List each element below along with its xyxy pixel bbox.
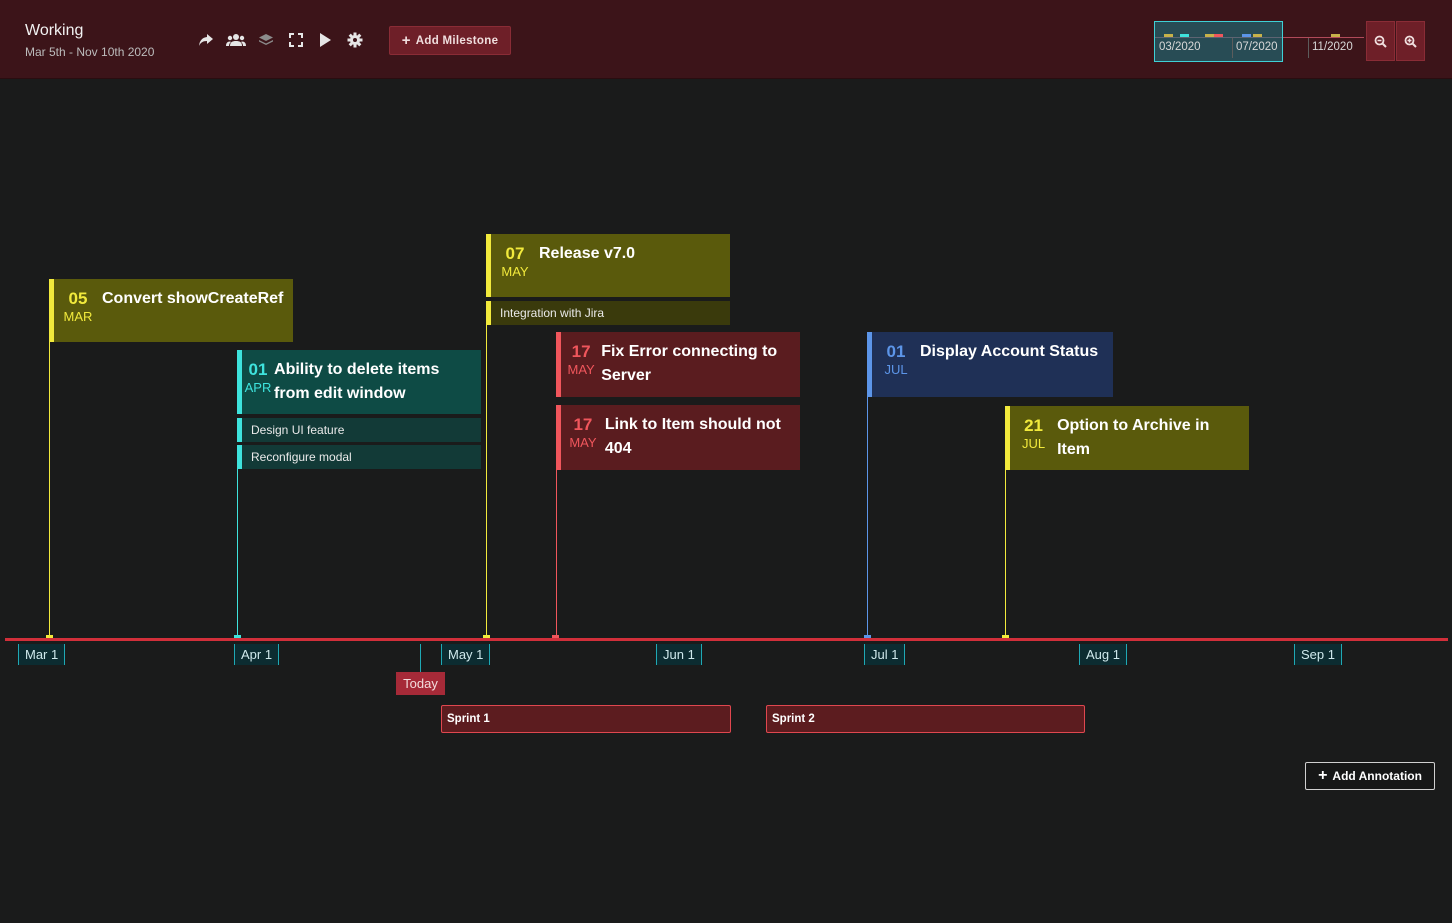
milestone-stem (867, 396, 868, 638)
milestone-month: JUL (884, 362, 908, 377)
plus-icon: + (401, 32, 411, 49)
milestone-date: 17 MAY (561, 332, 601, 397)
milestone-month: JUL (1021, 436, 1046, 451)
month-label: Mar 1 (18, 644, 66, 665)
milestone-month: MAY (567, 362, 595, 377)
milestone-month: MAR (63, 309, 93, 324)
minimap-marker (1253, 34, 1262, 37)
minimap-marker (1331, 34, 1340, 37)
milestone-card[interactable]: 21 JUL Option to Archive in Item (1005, 406, 1249, 470)
milestone-subitem[interactable]: Integration with Jira (486, 301, 730, 325)
milestone-date: 21 JUL (1010, 406, 1057, 470)
milestone-day: 17 (571, 342, 591, 361)
month-label: Aug 1 (1079, 644, 1127, 665)
milestone-marker[interactable] (1002, 635, 1009, 640)
milestone-stem (486, 322, 487, 638)
minimap-label: 03/2020 (1159, 41, 1201, 53)
minimap-marker (1214, 34, 1223, 37)
fullscreen-icon[interactable] (284, 28, 308, 52)
milestone-marker[interactable] (864, 635, 871, 640)
milestone-date: 01 APR (242, 350, 274, 414)
milestone-marker[interactable] (483, 635, 490, 640)
milestone-stem (49, 340, 50, 638)
milestone-date: 05 MAR (54, 279, 102, 342)
milestone-month: APR (244, 380, 272, 395)
minimap-marker (1242, 34, 1251, 37)
plus-icon: + (1318, 767, 1328, 784)
minimap-marker (1164, 34, 1173, 37)
milestone-title: Convert showCreateRef (102, 290, 284, 307)
milestone-date: 07 MAY (491, 234, 539, 297)
milestone-title: Release v7.0 (539, 245, 636, 262)
milestone-card[interactable]: 17 MAY Fix Error connecting to Server (556, 332, 800, 397)
zoom-out-button[interactable] (1366, 21, 1395, 61)
minimap-marker (1180, 34, 1189, 37)
share-icon[interactable] (194, 28, 218, 52)
month-label: Apr 1 (234, 644, 280, 665)
milestone-day: 07 (505, 244, 525, 263)
milestone-day: 21 (1024, 416, 1043, 435)
sprint-bar[interactable]: Sprint 2 (766, 705, 1085, 733)
milestone-day: 05 (68, 289, 88, 308)
milestone-title: Fix Error connecting to Server (601, 343, 778, 384)
play-icon[interactable] (313, 28, 337, 52)
milestone-marker[interactable] (234, 635, 241, 640)
minimap-marker (1205, 34, 1214, 37)
milestone-stem (237, 468, 238, 638)
minimap-tick (1308, 38, 1309, 58)
milestone-subitem[interactable]: Reconfigure modal (237, 445, 481, 469)
milestone-card[interactable]: 17 MAY Link to Item should not 404 (556, 405, 800, 470)
milestone-title: Link to Item should not 404 (604, 416, 781, 457)
milestone-day: 17 (573, 415, 593, 434)
minimap-label: 11/2020 (1312, 41, 1353, 53)
timeline-title[interactable]: Working (25, 22, 84, 39)
milestone-title: Display Account Status (920, 343, 1099, 360)
milestone-marker[interactable] (552, 635, 559, 640)
add-annotation-button[interactable]: + Add Annotation (1305, 762, 1435, 790)
milestone-day: 01 (248, 360, 268, 379)
add-annotation-label: Add Annotation (1332, 769, 1422, 783)
milestone-title: Option to Archive in Item (1057, 417, 1210, 458)
minimap-label: 07/2020 (1236, 41, 1278, 53)
milestone-subitem[interactable]: Design UI feature (237, 418, 481, 442)
top-bar: Working Mar 5th - Nov 10th 2020 + Add Mi… (0, 0, 1452, 79)
month-label: May 1 (441, 644, 491, 665)
timeline-minimap[interactable]: 03/2020 07/2020 11/2020 (1154, 21, 1364, 62)
timeline-axis (5, 638, 1448, 641)
milestone-month: MAY (569, 435, 597, 450)
add-milestone-button[interactable]: + Add Milestone (389, 26, 511, 55)
milestone-title: Ability to delete items from edit window (274, 361, 440, 402)
milestone-stem (1005, 468, 1006, 638)
milestone-day: 01 (886, 342, 906, 361)
milestone-date: 17 MAY (561, 405, 605, 470)
users-icon[interactable] (224, 28, 248, 52)
add-milestone-label: Add Milestone (415, 34, 499, 47)
month-label: Sep 1 (1294, 644, 1342, 665)
month-label: Jun 1 (656, 644, 702, 665)
minimap-viewport-window[interactable] (1154, 21, 1283, 62)
milestone-date: 01 JUL (872, 332, 920, 397)
layers-icon[interactable] (254, 28, 278, 52)
milestone-marker[interactable] (46, 635, 53, 640)
zoom-in-button[interactable] (1396, 21, 1425, 61)
milestone-card[interactable]: 01 JUL Display Account Status (867, 332, 1113, 397)
timeline-date-range: Mar 5th - Nov 10th 2020 (25, 45, 155, 59)
milestone-card[interactable]: 01 APR Ability to delete items from edit… (237, 350, 481, 414)
today-marker-line (420, 644, 421, 672)
sprint-bar[interactable]: Sprint 1 (441, 705, 731, 733)
month-label: Jul 1 (864, 644, 906, 665)
gear-icon[interactable] (343, 28, 367, 52)
milestone-card[interactable]: 05 MAR Convert showCreateRef (49, 279, 293, 342)
milestone-card[interactable]: 07 MAY Release v7.0 (486, 234, 730, 297)
minimap-tick (1232, 38, 1233, 58)
milestone-month: MAY (501, 264, 529, 279)
zoom-out-icon (1374, 35, 1387, 48)
milestone-stem (556, 468, 557, 638)
today-badge[interactable]: Today (396, 672, 445, 695)
zoom-in-icon (1404, 35, 1417, 48)
